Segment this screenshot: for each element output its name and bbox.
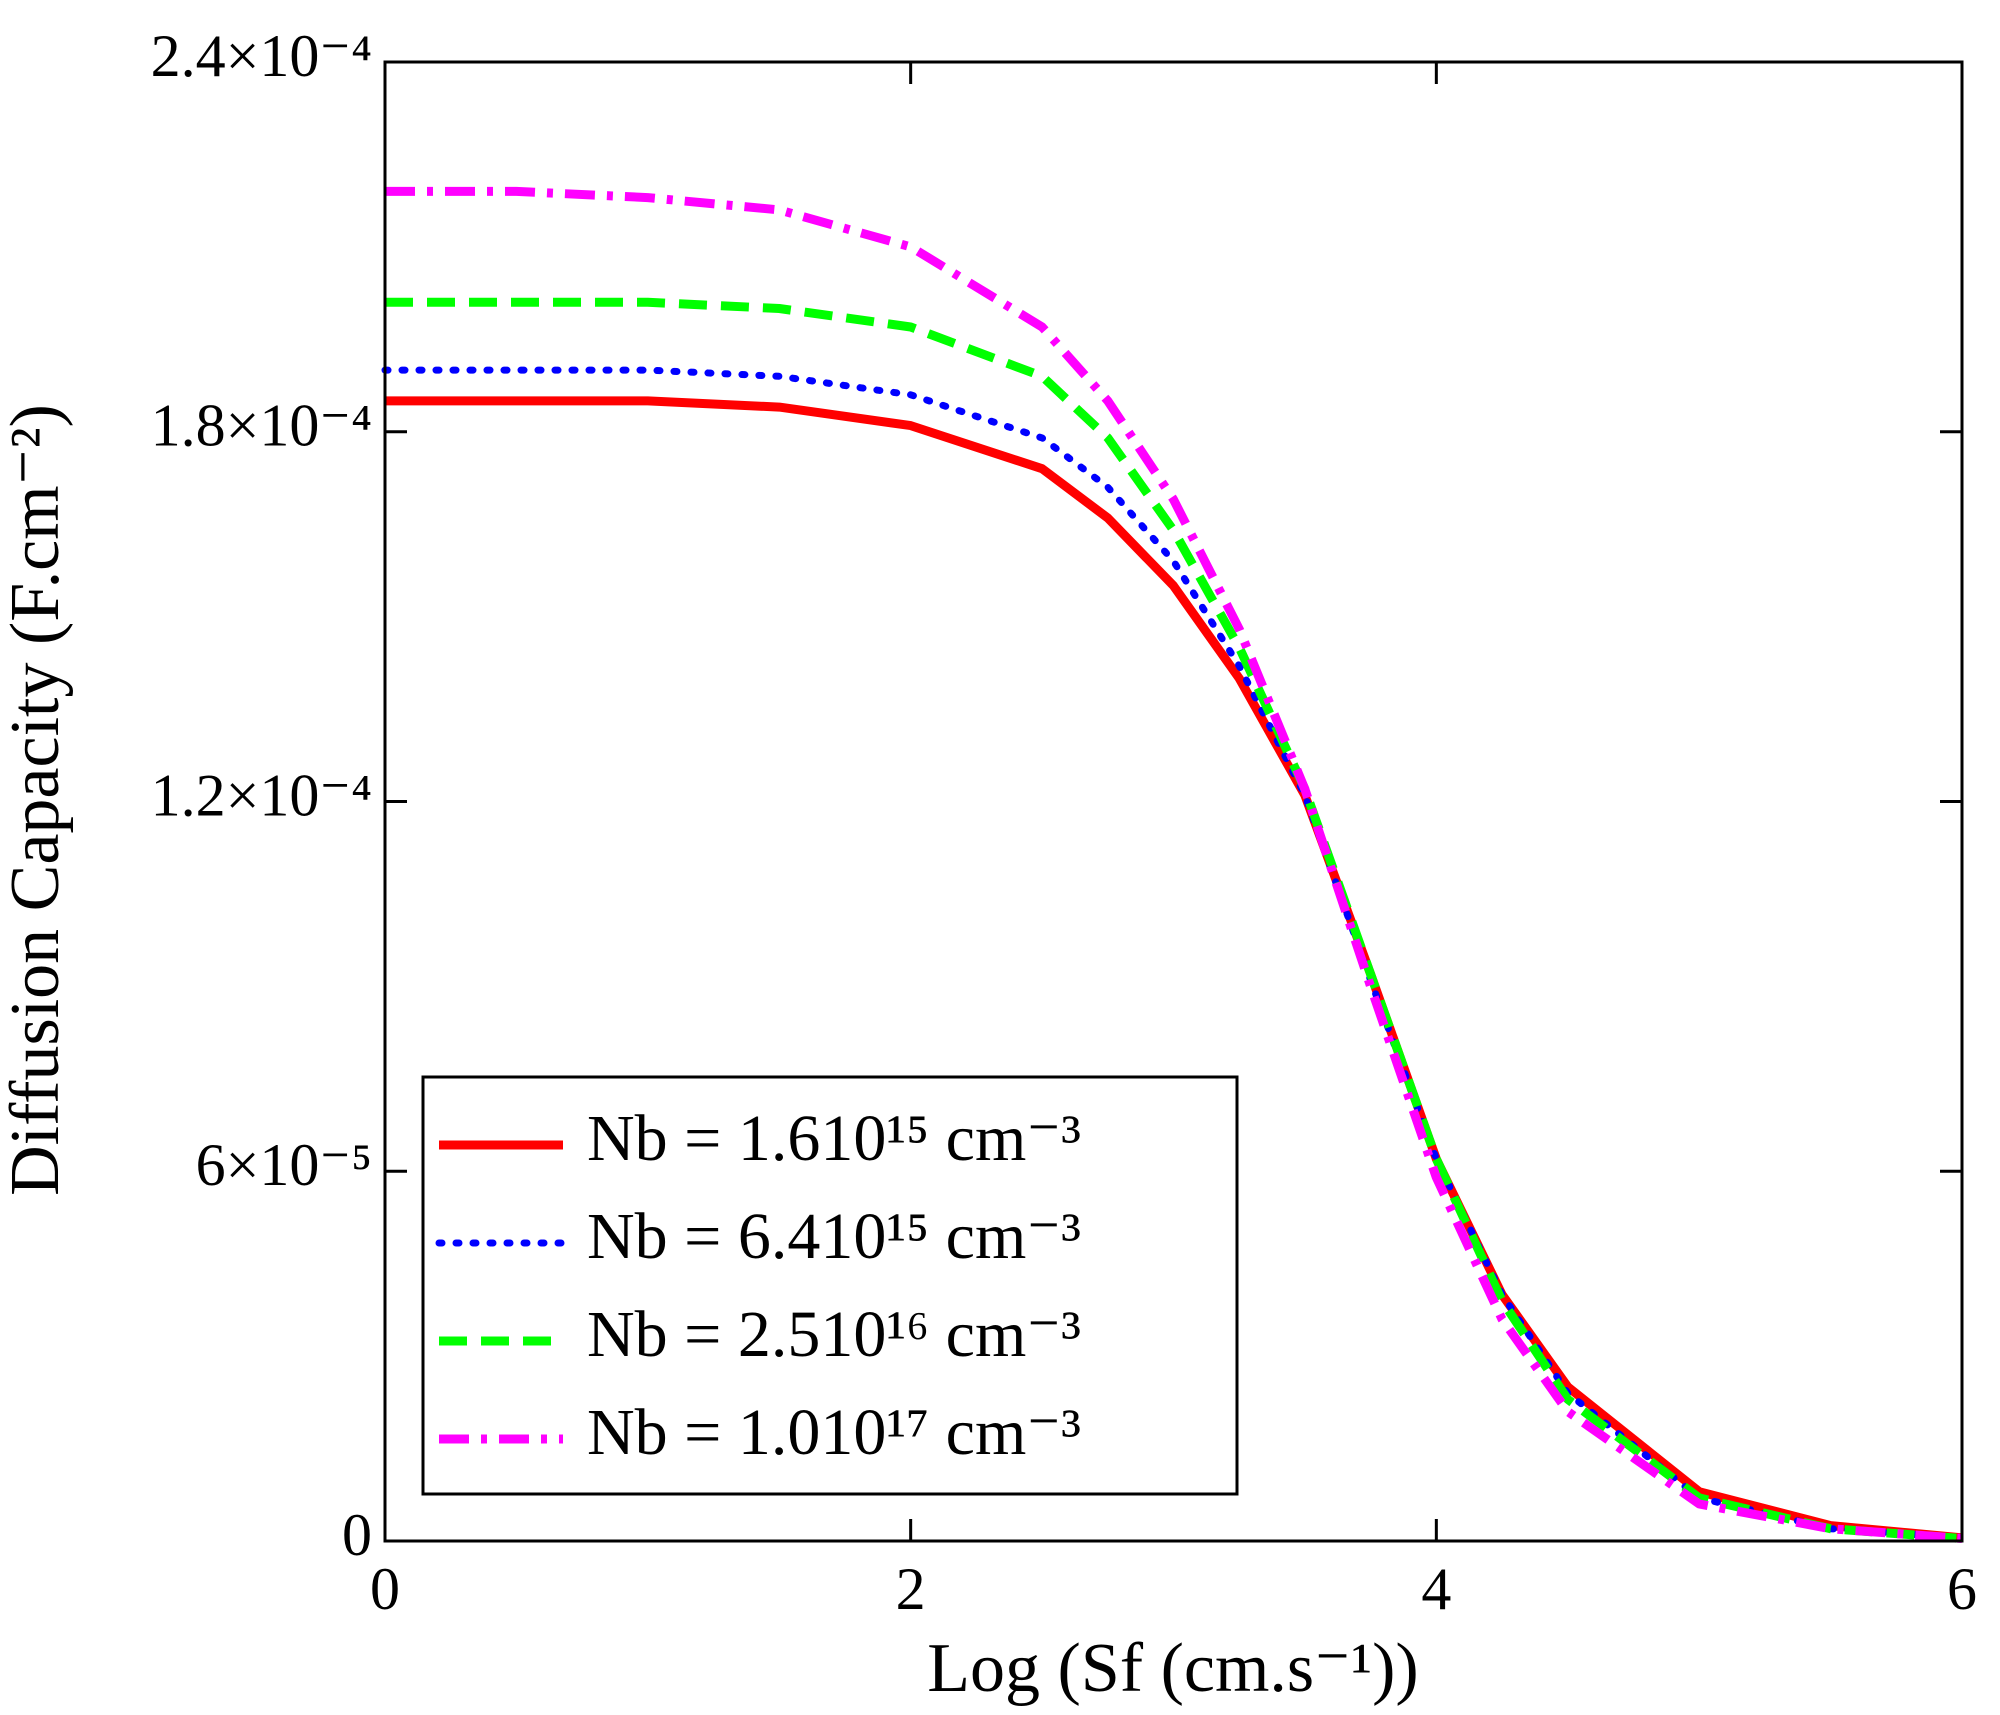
y-tick-label: 1.8×10⁻⁴ bbox=[151, 393, 372, 459]
legend-label: Nb = 2.510¹⁶ cm⁻³ bbox=[587, 1298, 1081, 1371]
x-tick-label: 2 bbox=[896, 1556, 926, 1622]
x-tick-label: 6 bbox=[1947, 1556, 1977, 1622]
y-tick-label: 6×10⁻⁵ bbox=[196, 1132, 372, 1198]
data-line bbox=[385, 297, 1963, 1543]
legend-label: Nb = 6.410¹⁵ cm⁻³ bbox=[587, 1200, 1081, 1273]
legend-label: Nb = 1.010¹⁷ cm⁻³ bbox=[587, 1396, 1081, 1469]
x-tick-label: 4 bbox=[1421, 1556, 1451, 1622]
y-tick-label: 1.2×10⁻⁴ bbox=[151, 762, 372, 828]
y-tick-label: 2.4×10⁻⁴ bbox=[151, 23, 372, 89]
data-line bbox=[381, 366, 1966, 1542]
y-tick-label: 0 bbox=[342, 1502, 372, 1568]
plot-frame bbox=[383, 60, 1964, 1543]
x-tick-label: 0 bbox=[370, 1556, 400, 1622]
legend: Nb = 1.610¹⁵ cm⁻³ Nb = 6.410¹⁵ cm⁻³ Nb = 2… bbox=[421, 1075, 1239, 1496]
legend-label: Nb = 1.610¹⁵ cm⁻³ bbox=[587, 1102, 1081, 1175]
data-line bbox=[385, 186, 1963, 1543]
y-axis-label: Diffusion Capacity (F.cm⁻²) bbox=[0, 404, 74, 1196]
data-line bbox=[385, 396, 1963, 1543]
x-axis-label: Log (Sf (cm.s⁻¹)) bbox=[927, 1630, 1418, 1707]
